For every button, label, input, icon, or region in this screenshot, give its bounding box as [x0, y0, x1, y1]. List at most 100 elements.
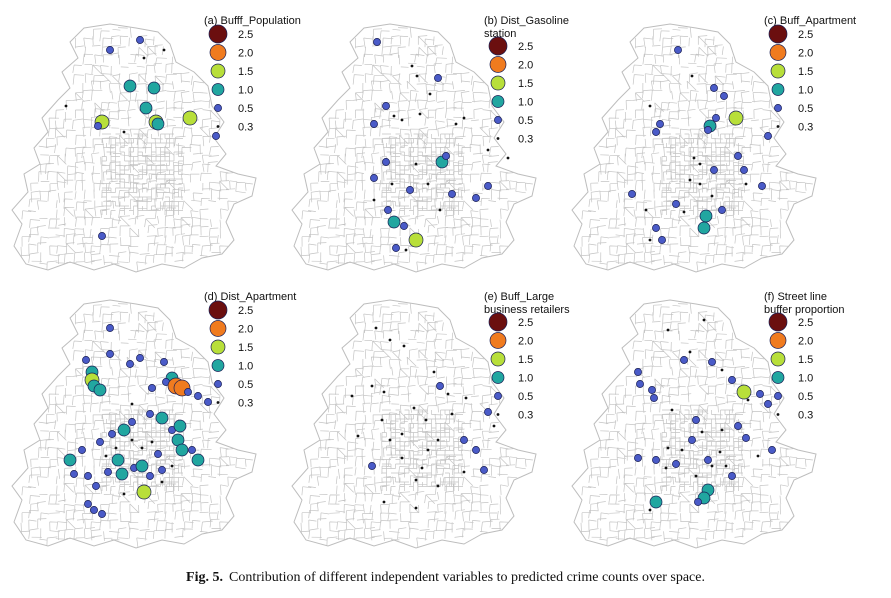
point-symbol [204, 398, 212, 406]
point-symbol [370, 174, 378, 182]
point-symbol [764, 400, 772, 408]
point-symbol [160, 358, 168, 366]
city-boundary [291, 23, 537, 273]
point-symbol [78, 446, 86, 454]
point-symbol [756, 454, 760, 458]
point-symbol [194, 392, 202, 400]
legend-label: 0.5 [518, 115, 533, 127]
point-symbol [710, 84, 718, 92]
point-symbol [710, 166, 718, 174]
legend-label: 1.0 [238, 361, 253, 373]
point-symbol [746, 398, 750, 402]
point-symbol [768, 446, 776, 454]
point-symbol [462, 470, 466, 474]
point-symbol [742, 434, 750, 442]
point-symbol [151, 117, 165, 131]
panel-title-line: (c) Buff_Apartment [764, 15, 856, 27]
point-symbol [688, 436, 696, 444]
point-symbol [436, 484, 440, 488]
legend-label: 2.0 [238, 48, 253, 60]
legend-label: 0.3 [798, 410, 813, 422]
point-symbol [128, 418, 136, 426]
point-symbol [694, 474, 698, 478]
street-network [300, 27, 533, 272]
point-symbol [374, 326, 378, 330]
legend-symbol [211, 83, 225, 96]
point-symbol [424, 418, 428, 422]
point-symbol [106, 350, 114, 358]
map-panel-f [571, 299, 817, 549]
point-symbol [740, 166, 748, 174]
point-symbol [90, 506, 98, 514]
point-symbol [162, 48, 166, 52]
point-symbol [682, 210, 686, 214]
point-symbol [123, 79, 137, 93]
map-panel-a [11, 23, 257, 273]
point-symbol [388, 338, 392, 342]
legend-symbol [490, 75, 506, 91]
point-symbol [400, 456, 404, 460]
point-symbol [692, 416, 700, 424]
point-symbol [506, 156, 510, 160]
point-symbol [652, 224, 660, 232]
legend-label: 2.0 [798, 336, 813, 348]
legend-symbol [491, 371, 505, 384]
point-symbol [64, 104, 68, 108]
point-symbol [736, 384, 752, 400]
point-symbol [93, 383, 107, 397]
legend-symbol [491, 95, 505, 108]
point-symbol [400, 432, 404, 436]
legend-label: 2.0 [518, 60, 533, 72]
point-symbol [744, 182, 748, 186]
point-symbol [115, 467, 129, 481]
crime-points [370, 38, 510, 252]
crime-points [634, 318, 776, 512]
point-symbol [648, 104, 652, 108]
point-symbol [636, 380, 644, 388]
point-symbol [402, 344, 406, 348]
point-symbol [122, 492, 126, 496]
point-symbol [148, 384, 156, 392]
map-panel-e [291, 299, 537, 549]
legend-symbol [771, 371, 785, 384]
point-symbol [432, 370, 436, 374]
legend-label: 2.0 [518, 336, 533, 348]
point-symbol [472, 446, 480, 454]
point-symbol [697, 221, 711, 235]
legend-symbol [208, 300, 228, 320]
city-boundary [291, 299, 537, 549]
point-symbol [175, 443, 189, 457]
point-symbol [434, 74, 442, 82]
legend-symbol [216, 401, 220, 404]
point-symbol [649, 495, 663, 509]
point-symbol [628, 190, 636, 198]
point-symbol [70, 470, 78, 478]
point-symbol [718, 206, 726, 214]
point-symbol [106, 324, 114, 332]
figure-caption: Fig. 5. Contribution of different indepen… [0, 570, 891, 586]
point-symbol [688, 350, 692, 354]
point-symbol [438, 208, 442, 212]
point-symbol [728, 110, 744, 126]
panel-title-line: business retailers [484, 304, 570, 316]
point-symbol [484, 182, 492, 190]
street-network [580, 303, 813, 548]
legend-symbol [769, 332, 787, 349]
point-symbol [84, 472, 92, 480]
point-symbol [410, 64, 414, 68]
point-symbol [702, 318, 706, 322]
point-symbol [758, 182, 766, 190]
legend-label: 1.5 [238, 66, 253, 78]
caption-text: Contribution of different independent va… [228, 570, 705, 585]
legend-label: 1.0 [798, 85, 813, 97]
point-symbol [448, 190, 456, 198]
point-symbol [140, 446, 144, 450]
point-symbol [700, 430, 704, 434]
legend-symbol [769, 44, 787, 61]
point-symbol [670, 408, 674, 412]
point-symbol [392, 114, 396, 118]
point-symbol [188, 446, 196, 454]
point-symbol [368, 462, 376, 470]
point-symbol [648, 238, 652, 242]
point-symbol [130, 402, 134, 406]
